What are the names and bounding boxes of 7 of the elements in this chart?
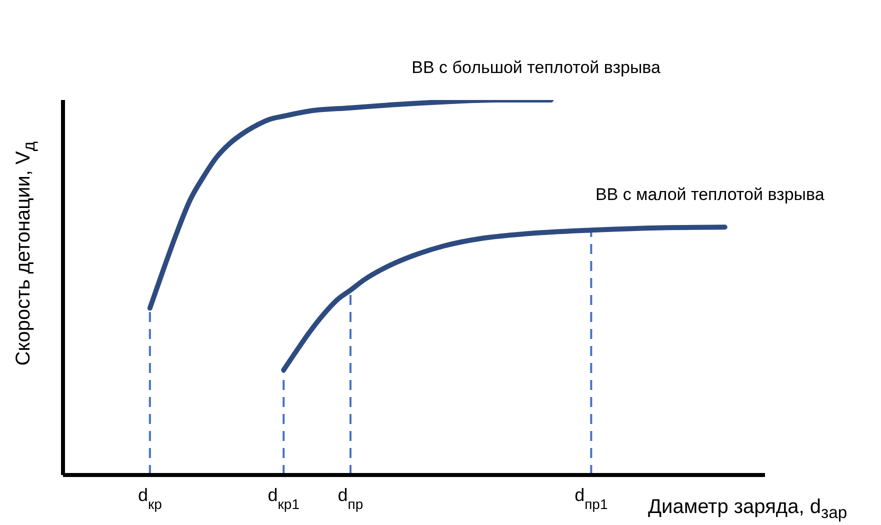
x-tick-label: d$_{пр1}$	[574, 485, 608, 512]
series-label: ВВ с большой теплотой взрыва	[412, 58, 662, 77]
x-tick-label: d$_{кр}$	[138, 485, 162, 512]
series-label: ВВ с малой теплотой взрыва	[595, 185, 825, 204]
x-tick-label: d$_{пр}$	[338, 485, 364, 512]
x-axis-title: Диаметр заряда, d$_{зар}$	[648, 496, 848, 523]
x-tick-label: d$_{кр1}$	[268, 485, 300, 512]
